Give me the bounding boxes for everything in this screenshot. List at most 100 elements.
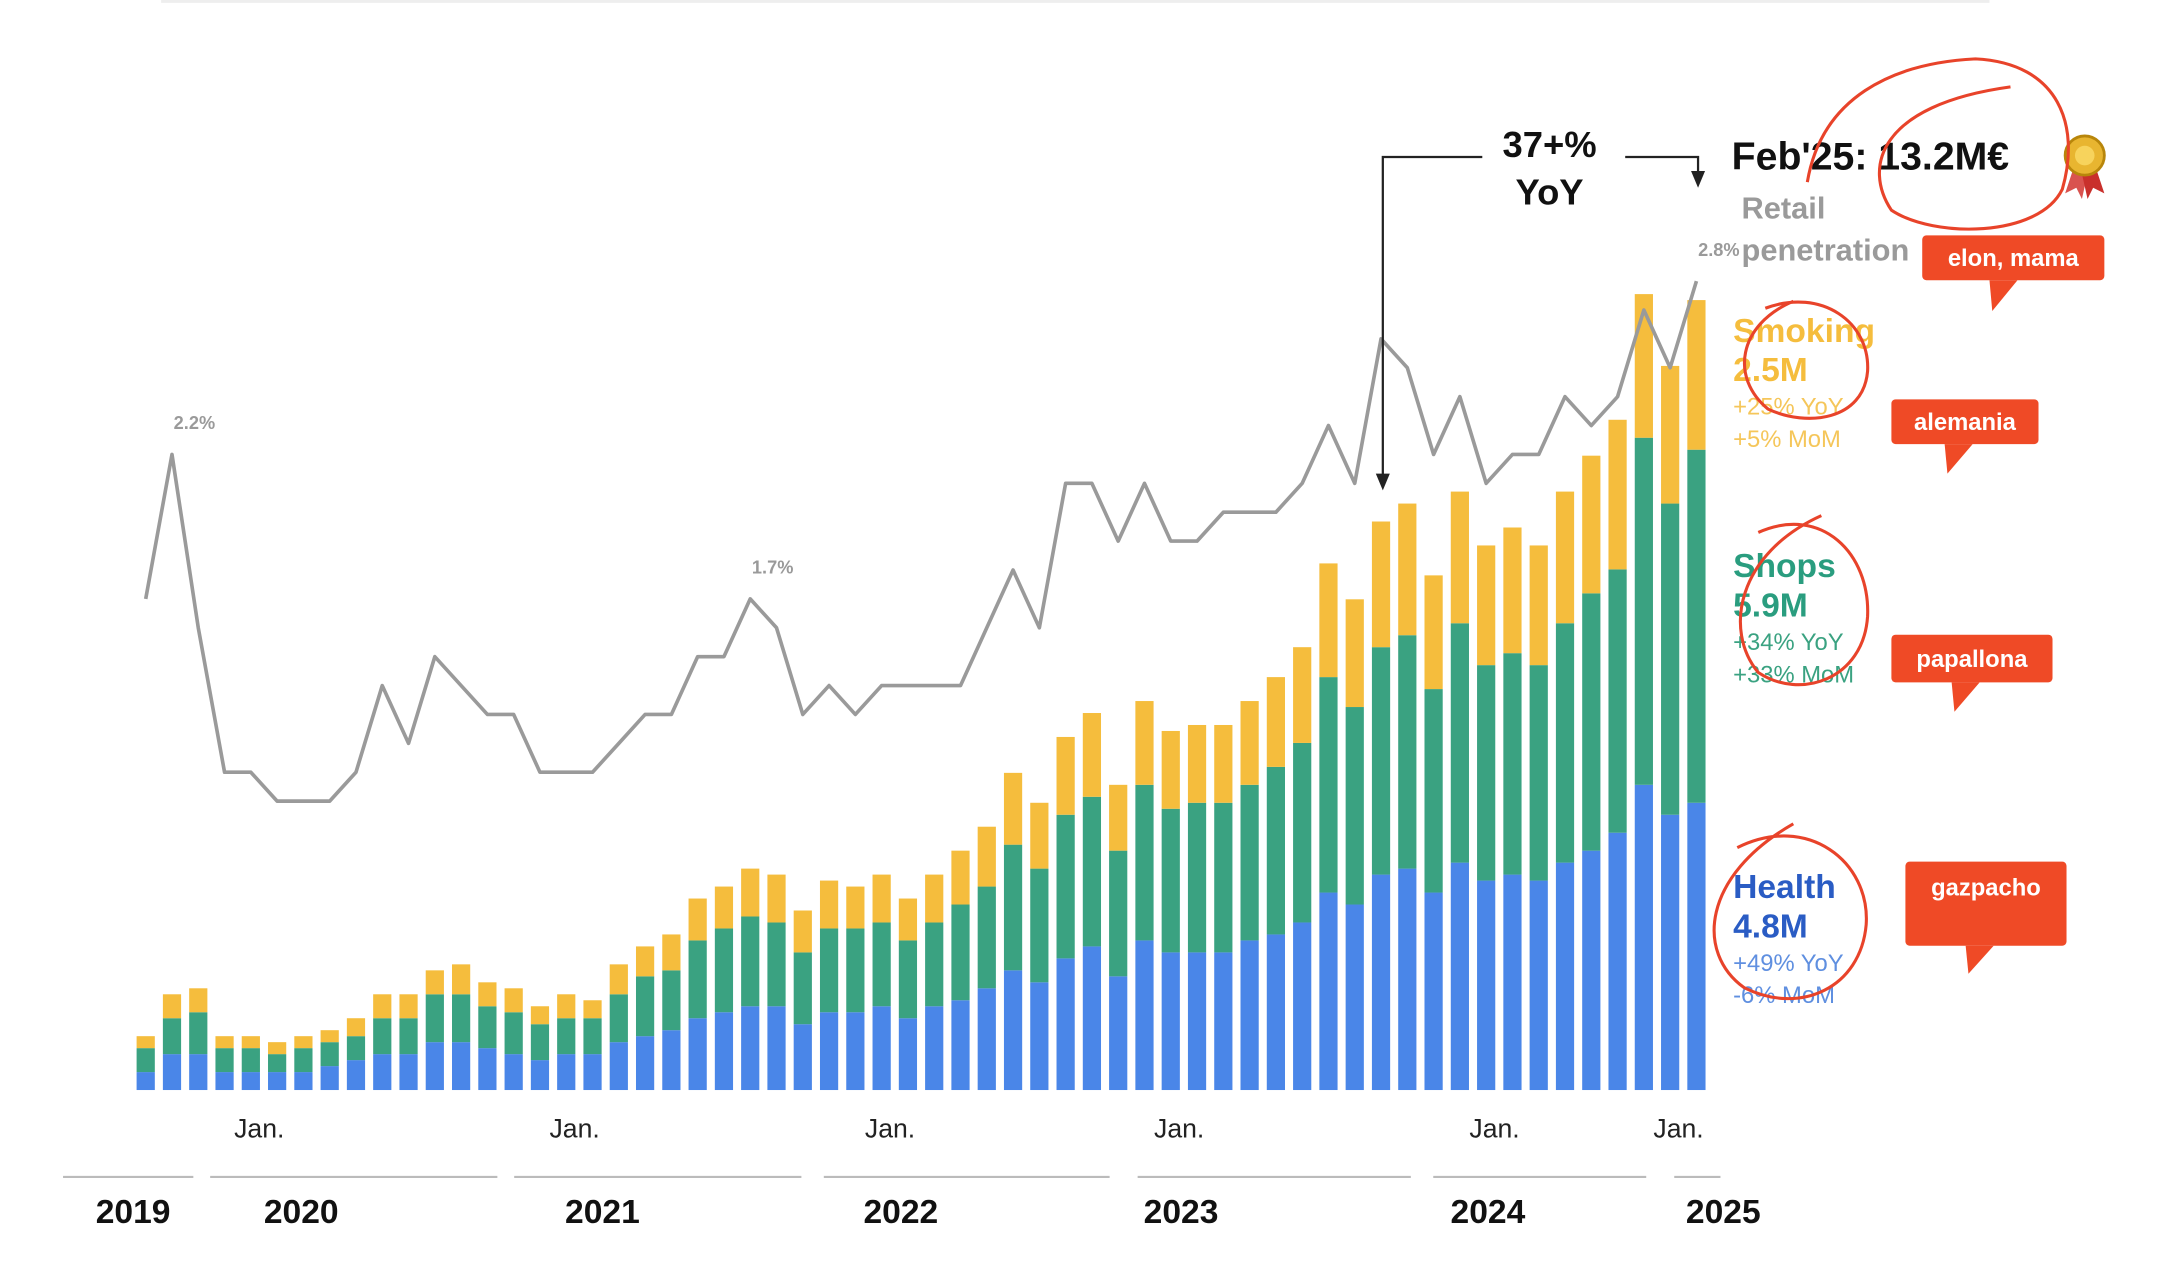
bar-segment [478, 1006, 497, 1049]
bar-segment [1477, 880, 1496, 1091]
bar-segment [294, 1036, 313, 1049]
bar-segment [741, 916, 760, 1007]
bar-segment [898, 940, 918, 1019]
bar-segment [1450, 623, 1469, 863]
tag-text: alemania [1914, 409, 2017, 436]
bar-segment [951, 850, 970, 905]
bar-segment [1082, 713, 1102, 797]
bar-segment [1424, 575, 1443, 690]
bar-segment [1056, 736, 1075, 815]
year-label: 2025 [1686, 1194, 1761, 1231]
x-labels: Jan. Jan. Jan. Jan. Jan. Jan. [234, 1114, 1704, 1144]
bar-segment [1187, 724, 1207, 803]
bar-segment [767, 874, 786, 923]
bar-segment [241, 1072, 260, 1091]
tag-text: papallona [1916, 646, 2028, 673]
bar-segment [425, 970, 444, 995]
bar-segment [635, 1036, 655, 1091]
bar-segment [1003, 772, 1023, 845]
bar-segment [688, 898, 707, 941]
bar-segment [1424, 689, 1443, 893]
bar-segment [1371, 521, 1391, 648]
bar-segment [1030, 982, 1049, 1091]
bar-segment [136, 1048, 155, 1073]
bar-segment [1135, 784, 1154, 941]
bar-segment [793, 952, 812, 1025]
tag-pointer [1944, 444, 1973, 474]
bar-segment [898, 898, 918, 941]
series-mom: -6% MoM [1733, 982, 1835, 1009]
line-layer: 2.2% 1.7% 2.8% [143, 240, 1740, 803]
bar-segment [1214, 724, 1233, 803]
bar-segment [1371, 647, 1391, 875]
bar-segment [1345, 599, 1364, 708]
bar-segment [136, 1072, 155, 1091]
penetration-line [143, 280, 1699, 803]
bar-segment [189, 1054, 208, 1091]
tag: papallona [1891, 634, 2053, 712]
bar-segment [557, 994, 576, 1019]
bar-segment [189, 1012, 208, 1055]
yoy-note: YoY [1515, 172, 1583, 213]
year-label: 2024 [1451, 1194, 1526, 1231]
bar-segment [846, 1012, 865, 1091]
bar-segment [1450, 862, 1469, 1091]
bar-segment [977, 886, 996, 989]
bar-segment [162, 1054, 182, 1091]
circle [1712, 822, 1868, 1001]
bar-segment [1529, 545, 1548, 666]
bar-segment [767, 922, 786, 1007]
bar-segment [1187, 802, 1207, 953]
bar-segment [662, 1030, 681, 1091]
medal-icon [2063, 134, 2106, 199]
bar-segment [662, 970, 681, 1031]
line-legend-text: Retail penetration [1741, 190, 1910, 268]
bar-segment [557, 1054, 576, 1091]
series-name: Smoking [1733, 313, 1875, 350]
bar-segment [898, 1018, 918, 1091]
bar-segment [1503, 653, 1522, 875]
bar-segment [373, 1054, 392, 1091]
bar-segment [1661, 814, 1680, 1091]
bar-segment [530, 1024, 550, 1061]
year-label: 2021 [565, 1194, 640, 1231]
bar-segment [1477, 665, 1496, 881]
bar-segment [1582, 850, 1601, 1091]
bar-segment [951, 1000, 970, 1091]
bar-segment [162, 994, 182, 1019]
bar-segment [215, 1072, 234, 1091]
bar-segment [688, 1018, 707, 1091]
bar-segment [1687, 449, 1706, 803]
bar-segment [530, 1006, 550, 1025]
bar-segment [1450, 491, 1469, 624]
bar-segment [399, 1018, 418, 1055]
year-labels: 2019 2020 2021 2022 2023 2024 2025 [63, 1175, 1761, 1231]
bar-segment [504, 988, 523, 1013]
year-label: 2022 [863, 1194, 938, 1231]
bar-segment [1266, 766, 1286, 935]
bar-segment [741, 1006, 760, 1091]
series-yoy: +34% YoY [1733, 629, 1844, 656]
bar-segment [1319, 892, 1338, 1091]
bar-segment [1109, 976, 1128, 1091]
x-tick-label: Jan. [1469, 1114, 1519, 1144]
x-tick-label: Jan. [550, 1114, 600, 1144]
x-tick-label: Jan. [1154, 1114, 1204, 1144]
bar-segment [1398, 868, 1417, 1091]
tag-box [1891, 634, 2053, 683]
bar-segment [1240, 784, 1259, 941]
bar-segment [609, 994, 628, 1043]
bar-segment [1135, 701, 1154, 785]
bar-segment [1161, 808, 1180, 953]
bar-segment [1266, 934, 1286, 1091]
bar-segment [1319, 563, 1338, 678]
bar-segment [241, 1048, 260, 1073]
bar-segment [294, 1048, 313, 1073]
bar-segment [1503, 874, 1522, 1091]
bar-segment [504, 1054, 523, 1091]
bar-segment [662, 934, 681, 971]
bar-segment [951, 904, 970, 1001]
bar-segment [1529, 665, 1548, 881]
tag-text: elon, mama [1948, 245, 2080, 272]
bar-segment [583, 1054, 602, 1091]
